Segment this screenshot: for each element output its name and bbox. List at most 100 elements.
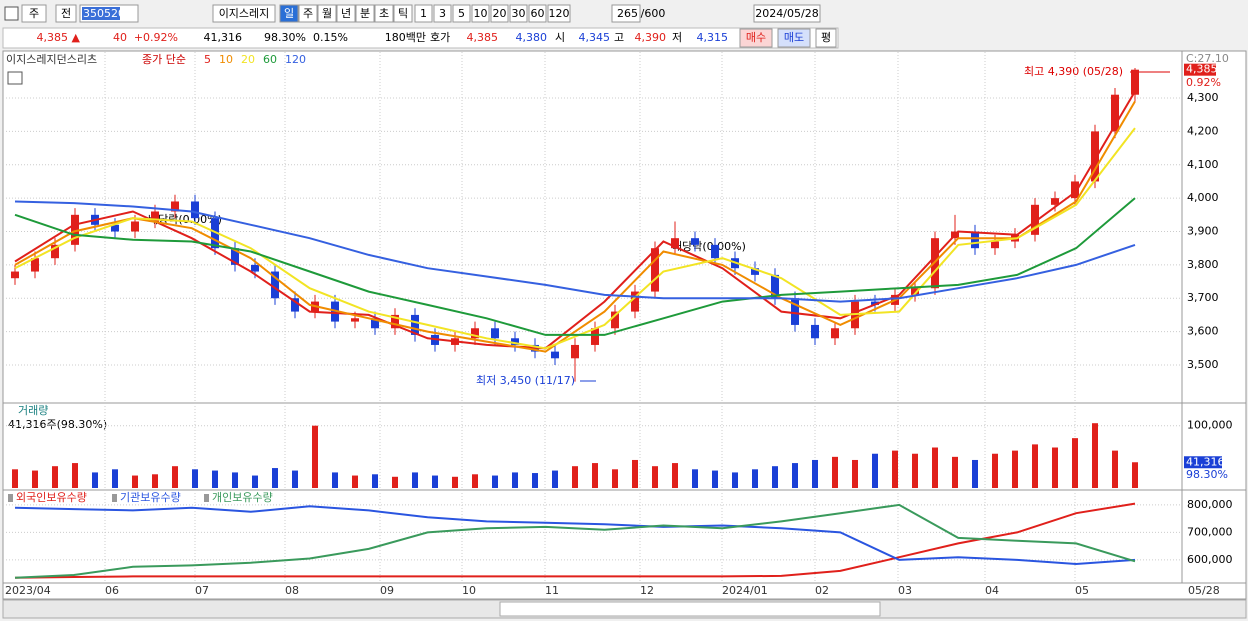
toolbar-label[interactable]: 3 xyxy=(439,7,446,20)
volume-bar xyxy=(352,475,358,488)
toolbar-button[interactable] xyxy=(374,4,394,23)
toolbar-button[interactable] xyxy=(393,4,413,23)
toolbar-button[interactable] xyxy=(355,4,375,23)
toolbar-button[interactable] xyxy=(753,4,821,23)
event-label: 배당락(0.00%) xyxy=(148,213,222,226)
toolbar-label[interactable]: 이지스레지 xyxy=(219,7,270,20)
volume-bar xyxy=(1052,447,1058,488)
calc-icon[interactable] xyxy=(7,71,23,85)
toolbar-button[interactable] xyxy=(547,4,571,23)
candle-body xyxy=(511,338,519,345)
toolbar-button[interactable] xyxy=(212,4,276,23)
toolbar-button[interactable] xyxy=(336,4,356,23)
toolbar-label[interactable]: 주 xyxy=(29,7,39,20)
order-button[interactable] xyxy=(815,28,837,48)
volume-bar xyxy=(312,425,318,488)
toolbar-button[interactable] xyxy=(414,4,433,23)
candle-body xyxy=(911,288,919,295)
info-value[interactable]: 평 xyxy=(821,31,831,44)
candle-body xyxy=(251,264,259,272)
volume-bar xyxy=(1092,423,1098,488)
toolbar-label[interactable]: 일 xyxy=(284,6,294,20)
x-tick-label: 12 xyxy=(640,584,654,597)
toolbar-label[interactable]: 2024/05/28 xyxy=(755,7,818,20)
toolbar-label[interactable]: 20 xyxy=(493,7,507,20)
volume-bar xyxy=(272,468,278,488)
toolbar-button[interactable] xyxy=(611,4,641,23)
info-value: 4,385 ▲ xyxy=(37,31,81,44)
change-label: 0.92% xyxy=(1186,76,1221,89)
last-price: 4,385 xyxy=(1186,63,1218,76)
candle-body xyxy=(1131,69,1139,95)
volume-bar xyxy=(12,469,18,488)
toolbar-button[interactable] xyxy=(509,4,528,23)
toolbar-label[interactable]: 10 xyxy=(474,7,488,20)
volume-bar xyxy=(1012,450,1018,488)
volume-bar xyxy=(492,475,498,488)
toolbar-label[interactable]: 1 xyxy=(420,7,427,20)
toolbar-label[interactable]: 틱 xyxy=(398,7,408,20)
toolbar-button[interactable] xyxy=(452,4,471,23)
volume-bar xyxy=(212,470,218,488)
window-icon[interactable] xyxy=(4,6,19,21)
holding-line xyxy=(14,503,1136,579)
toolbar-button[interactable] xyxy=(471,4,490,23)
toolbar-button[interactable] xyxy=(55,4,77,23)
info-bar xyxy=(2,27,839,49)
candle-body xyxy=(171,201,179,212)
legend-swatch xyxy=(112,494,117,502)
toolbar-label[interactable]: 초 xyxy=(379,7,389,20)
volume-bar xyxy=(892,450,898,488)
volume-bar xyxy=(32,470,38,488)
volume-bar xyxy=(652,466,658,488)
toolbar-label[interactable]: 60 xyxy=(531,7,545,20)
y-tick-label: 800,000 xyxy=(1187,498,1233,511)
toolbar-button[interactable] xyxy=(317,4,337,23)
toolbar-button[interactable] xyxy=(433,4,452,23)
last-price-box xyxy=(1184,63,1216,76)
toolbar-label[interactable]: 주 xyxy=(303,7,313,20)
x-tick-label: 2024/01 xyxy=(722,584,768,597)
info-value[interactable]: 매도 xyxy=(784,31,804,44)
legend-entry: 60 xyxy=(263,53,277,66)
toolbar-label[interactable]: 5 xyxy=(458,7,465,20)
toolbar-label[interactable]: 년 xyxy=(341,7,351,20)
volume-title: 거래량 xyxy=(18,404,48,417)
info-value: 고 xyxy=(614,31,624,44)
info-value: +0.92% xyxy=(134,31,178,44)
toolbar-label[interactable]: 30 xyxy=(512,7,526,20)
toolbar-label[interactable]: 350520 xyxy=(83,7,125,20)
info-value: 41,316 xyxy=(204,31,243,44)
volume-bar xyxy=(392,476,398,488)
toolbar-button[interactable] xyxy=(298,4,318,23)
y-tick-label: 100,000 xyxy=(1187,419,1233,432)
toolbar-button[interactable] xyxy=(279,4,299,23)
candle-body xyxy=(71,214,79,245)
order-button[interactable] xyxy=(739,28,773,48)
volume-bar xyxy=(772,466,778,488)
volume-bar xyxy=(412,472,418,488)
toolbar-button[interactable] xyxy=(528,4,547,23)
candle-body xyxy=(791,298,799,325)
info-value: 180백만 xyxy=(385,31,426,44)
x-tick-label: 02 xyxy=(815,584,829,597)
scroll-thumb[interactable] xyxy=(499,601,881,617)
toolbar-label[interactable]: 월 xyxy=(322,7,332,20)
info-value[interactable]: 매수 xyxy=(746,31,766,44)
holding-line xyxy=(14,505,1136,566)
toolbar-button[interactable] xyxy=(21,4,47,23)
toolbar-button[interactable] xyxy=(490,4,509,23)
y-tick-label: 4,000 xyxy=(1187,191,1219,204)
y-tick-label: 4,300 xyxy=(1187,91,1219,104)
toolbar-label[interactable]: 전 xyxy=(61,7,71,20)
order-button[interactable] xyxy=(777,28,811,48)
toolbar-label[interactable]: 120 xyxy=(549,7,570,20)
candle-body xyxy=(271,271,279,299)
toolbar-label[interactable]: 265 xyxy=(617,7,638,20)
candle-body xyxy=(1091,131,1099,182)
candle-body xyxy=(1071,181,1079,199)
info-value: 4,390 xyxy=(635,31,667,44)
toolbar-label[interactable]: /600 xyxy=(641,7,666,20)
ma-label: 종가 단순 xyxy=(142,53,186,66)
toolbar-label[interactable]: 분 xyxy=(360,7,370,20)
